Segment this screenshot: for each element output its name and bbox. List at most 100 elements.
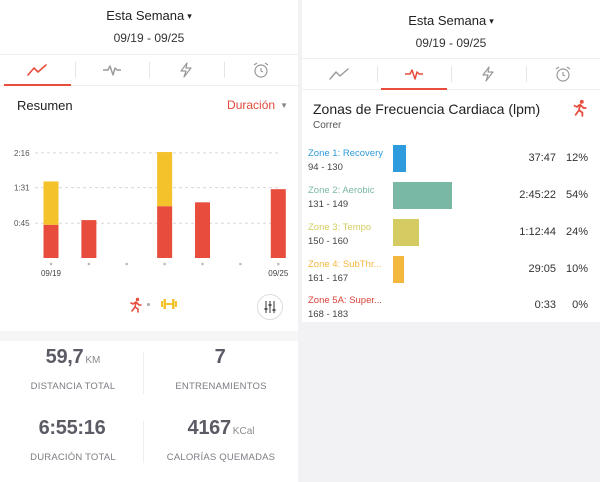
x-tick-dot bbox=[49, 262, 53, 266]
stat-label: ENTRENAMIENTOS bbox=[175, 381, 267, 392]
legend-separator-dot bbox=[147, 303, 150, 306]
week-label: Esta Semana bbox=[106, 8, 185, 23]
stat-label: DISTANCIA TOTAL bbox=[30, 381, 116, 392]
chevron-down-icon: ▾ bbox=[187, 11, 192, 21]
tab-time[interactable] bbox=[525, 59, 600, 89]
zone-bar bbox=[393, 145, 407, 172]
x-tick-label: 09/25 bbox=[268, 269, 289, 278]
stats-divider bbox=[143, 421, 144, 463]
lightning-icon bbox=[180, 62, 192, 78]
alarm-clock-icon bbox=[253, 62, 269, 78]
heartbeat-icon bbox=[102, 65, 121, 76]
stat-calories: 4167 KCal CALORÍAS QUEMADAS bbox=[151, 417, 291, 463]
chevron-down-icon: ▾ bbox=[489, 16, 494, 26]
legend-gym[interactable] bbox=[160, 297, 178, 316]
zone-name: Zone 1: Recovery bbox=[308, 148, 383, 159]
tab-power[interactable] bbox=[451, 59, 526, 89]
tab-heart-rate[interactable] bbox=[376, 59, 452, 90]
zone-name: Zone 2: Aerobic bbox=[308, 185, 375, 196]
zones-title: Zonas de Frecuencia Cardiaca (lpm) bbox=[313, 101, 541, 117]
stat-value: 4167 bbox=[187, 417, 232, 439]
zone-time: 0:33 bbox=[534, 299, 556, 311]
zone-row: Zone 3: Tempo 150 - 160 1:12:44 24% bbox=[302, 219, 600, 255]
chart-bar-segment[interactable] bbox=[43, 181, 59, 225]
activity-type-icon bbox=[570, 99, 588, 122]
zone-range: 168 - 183 bbox=[308, 309, 349, 320]
x-tick-dot bbox=[276, 262, 280, 266]
x-tick-dot bbox=[201, 262, 204, 266]
chart-bar-segment[interactable] bbox=[43, 224, 59, 258]
zone-percent: 12% bbox=[565, 152, 588, 164]
date-range: 09/19 - 09/25 bbox=[415, 36, 487, 50]
stat-duration: 6:55:16 DURACIÓN TOTAL bbox=[3, 417, 143, 463]
stat-distance: 59,7 KM DISTANCIA TOTAL bbox=[3, 346, 143, 392]
chart-bar-segment[interactable] bbox=[157, 152, 173, 207]
x-tick-dot bbox=[125, 262, 129, 266]
running-icon bbox=[573, 99, 587, 117]
tab-heart-rate[interactable] bbox=[74, 55, 150, 85]
heart-rate-zones-panel: Esta Semana ▾ 09/19 - 09/25 Zonas de Frec… bbox=[302, 0, 600, 322]
trend-line-icon bbox=[329, 68, 349, 80]
alarm-clock-icon bbox=[555, 66, 571, 82]
metric-dropdown[interactable]: Duración ▼ bbox=[227, 98, 288, 112]
week-selector[interactable]: Esta Semana ▾ bbox=[0, 8, 298, 23]
y-tick-label: 2:16 bbox=[14, 149, 30, 158]
zone-row: Zone 4: SubThr... 161 - 167 29:05 10% bbox=[302, 256, 600, 292]
zone-time: 29:05 bbox=[528, 263, 556, 275]
zone-name: Zone 3: Tempo bbox=[308, 222, 372, 233]
zone-range: 150 - 160 bbox=[308, 236, 349, 247]
y-tick-label: 0:45 bbox=[14, 219, 30, 228]
running-icon bbox=[130, 297, 142, 313]
tab-bar bbox=[302, 58, 600, 90]
tab-trend[interactable] bbox=[302, 59, 377, 89]
zone-time: 2:45:22 bbox=[519, 189, 556, 201]
tab-time[interactable] bbox=[223, 55, 299, 85]
zone-range: 131 - 149 bbox=[308, 199, 349, 210]
weekly-summary-panel: Esta Semana ▾ 09/19 - 09/25 Resumen Durac… bbox=[0, 0, 298, 482]
zone-name: Zone 4: SubThr... bbox=[308, 259, 382, 270]
tab-power[interactable] bbox=[149, 55, 224, 85]
stat-label: CALORÍAS QUEMADAS bbox=[166, 452, 276, 463]
stat-value: 7 bbox=[214, 346, 226, 368]
filter-sliders-icon bbox=[264, 301, 276, 313]
zone-percent: 10% bbox=[565, 263, 588, 275]
tab-trend[interactable] bbox=[0, 55, 75, 86]
summary-title: Resumen bbox=[17, 98, 73, 113]
x-tick-dot bbox=[87, 262, 91, 266]
filter-button[interactable] bbox=[257, 294, 283, 320]
section-divider bbox=[0, 331, 298, 341]
date-range: 09/19 - 09/25 bbox=[113, 31, 185, 45]
y-tick-label: 1:31 bbox=[14, 184, 30, 193]
zone-bar bbox=[393, 219, 420, 246]
zone-bar bbox=[393, 256, 404, 283]
x-tick-label: 09/19 bbox=[41, 269, 62, 278]
dumbbell-icon bbox=[161, 299, 177, 309]
zone-time: 1:12:44 bbox=[519, 226, 556, 238]
stats-divider bbox=[143, 352, 144, 394]
header: Esta Semana ▾ 09/19 - 09/25 bbox=[302, 0, 600, 54]
chart-bar-segment[interactable] bbox=[195, 202, 211, 258]
zones-subtitle: Correr bbox=[313, 120, 342, 131]
stat-unit: KCal bbox=[232, 426, 255, 437]
x-tick-dot bbox=[239, 262, 242, 266]
zone-row: Zone 5A: Super... 168 - 183 0:33 0% bbox=[302, 292, 600, 322]
chart-bar-segment[interactable] bbox=[81, 220, 97, 258]
zone-percent: 24% bbox=[565, 226, 588, 238]
zone-bar bbox=[393, 182, 453, 209]
zone-row: Zone 1: Recovery 94 - 130 37:47 12% bbox=[302, 145, 600, 181]
chart-bar-segment[interactable] bbox=[270, 189, 286, 258]
tab-bar bbox=[0, 54, 298, 86]
stat-value: 6:55:16 bbox=[38, 417, 106, 439]
x-tick-dot bbox=[163, 262, 166, 266]
stat-unit: KM bbox=[85, 355, 101, 366]
zone-percent: 0% bbox=[572, 299, 588, 311]
metric-dropdown-label: Duración bbox=[227, 98, 276, 112]
legend-running[interactable] bbox=[127, 297, 143, 318]
week-selector[interactable]: Esta Semana ▾ bbox=[302, 13, 600, 28]
lightning-icon bbox=[482, 66, 494, 82]
chart-bar-segment[interactable] bbox=[157, 206, 173, 258]
zone-row: Zone 2: Aerobic 131 - 149 2:45:22 54% bbox=[302, 182, 600, 218]
zone-name: Zone 5A: Super... bbox=[308, 295, 382, 306]
zone-percent: 54% bbox=[565, 189, 588, 201]
heartbeat-icon bbox=[404, 69, 423, 80]
